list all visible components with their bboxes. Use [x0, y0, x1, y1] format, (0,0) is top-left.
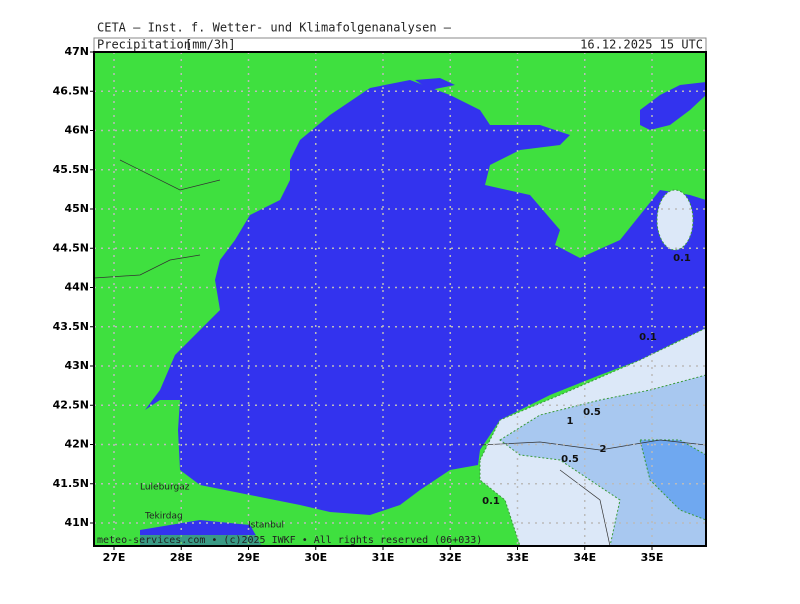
contour-label: 0.1 [639, 332, 657, 343]
lon-tick-label: 31E [372, 551, 395, 564]
lat-tick-label: 46N [64, 124, 89, 137]
lon-tick-label: 27E [103, 551, 126, 564]
lagoon [415, 78, 455, 90]
header: CETA — Inst. f. Wetter- und Klimafolgena… [97, 21, 452, 35]
contour-label: 2 [600, 444, 607, 455]
precip-medium [499, 374, 706, 546]
date: 16.12.2025 15 UTC [580, 38, 703, 52]
unit: [mm/3h] [185, 38, 236, 52]
lon-tick-label: 28E [170, 551, 193, 564]
lon-tick-label: 29E [237, 551, 260, 564]
place-label: Tekirdag [144, 512, 183, 522]
lat-tick-label: 43N [64, 359, 89, 372]
title: Precipitation [97, 38, 191, 52]
contour-label: 0.1 [673, 253, 691, 264]
lat-tick-label: 42N [64, 438, 89, 451]
precip-light [656, 189, 694, 251]
lon-tick-label: 30E [304, 551, 327, 564]
footer: meteo-services.com • (c)2025 IWKF • All … [97, 535, 482, 546]
place-label: Istanbul [248, 521, 284, 531]
contour-label: 0.1 [482, 496, 500, 507]
contour-label: 0.5 [583, 407, 601, 418]
lat-tick-label: 41N [64, 516, 89, 529]
borders [94, 159, 706, 546]
contour-label: 1 [567, 416, 574, 427]
footer-bg [95, 535, 445, 545]
precip-heavy [639, 439, 706, 521]
map-frame [93, 51, 707, 547]
sea-of-azov [640, 82, 706, 130]
lat-tick-label: 47N [64, 45, 89, 58]
contour-label: 0.5 [561, 454, 579, 465]
lat-tick-label: 41.5N [53, 477, 89, 490]
map-area [94, 52, 706, 546]
black-sea [145, 80, 706, 515]
lon-tick-label: 32E [439, 551, 462, 564]
place-label: Luleburgaz [140, 483, 190, 493]
lat-tick-label: 46.5N [53, 84, 89, 97]
lon-tick-label: 34E [573, 551, 596, 564]
lat-tick-label: 43.5N [53, 320, 89, 333]
lat-tick-label: 44N [64, 281, 89, 294]
lat-tick-label: 45N [64, 202, 89, 215]
lon-tick-label: 35E [641, 551, 664, 564]
lon-tick-label: 33E [506, 551, 529, 564]
lat-tick-label: 44.5N [53, 241, 89, 254]
lat-tick-label: 45.5N [53, 163, 89, 176]
lat-tick-label: 42.5N [53, 398, 89, 411]
